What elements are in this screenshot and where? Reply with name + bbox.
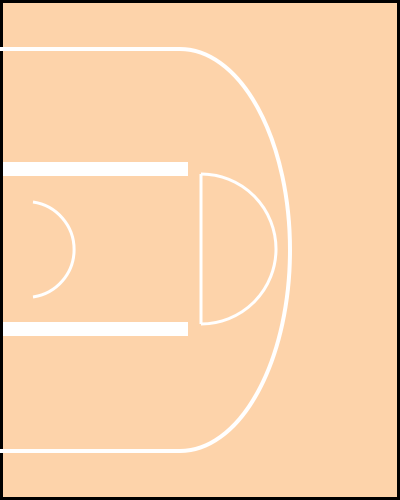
restricted-area-arc bbox=[32, 200, 76, 299]
three-point-line bbox=[0, 47, 292, 453]
free-throw-circle bbox=[200, 172, 278, 326]
lane-bottom-edge bbox=[3, 322, 188, 336]
lane-top-edge bbox=[3, 162, 188, 176]
